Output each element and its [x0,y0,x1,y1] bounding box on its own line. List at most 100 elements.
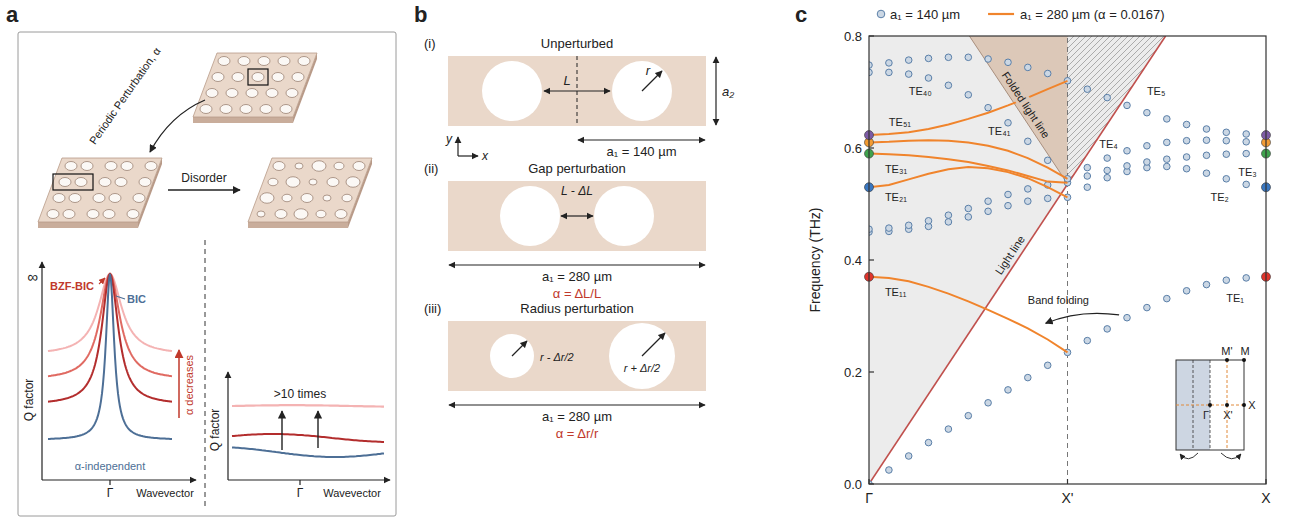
line-label-group: Folded light line [998,67,1054,142]
hole [316,210,326,218]
band-point [925,439,932,446]
hole [99,178,111,187]
band-point [1124,314,1131,321]
hole [81,162,93,171]
band-point [905,71,912,78]
panel-letter: a [6,2,19,27]
hole [286,177,300,188]
band-point [1203,152,1210,159]
hole [309,179,317,185]
band-point [1243,275,1250,282]
panel-frame [18,32,396,516]
arrow [168,189,240,190]
band-point [1144,109,1151,116]
hole [275,210,287,219]
axis-icon [458,155,478,156]
band-point [905,57,912,64]
legend-symbol [988,13,1014,15]
legend-symbol [877,10,885,18]
band-point [985,400,992,407]
band-point [1183,121,1190,128]
line-label: Light line [993,233,1027,276]
band-point [1025,64,1032,71]
annotation: TE₄₀ [909,85,932,97]
band-point [965,205,972,212]
band-point [1223,277,1230,284]
dimension-arrow [715,57,716,125]
band-point [1005,191,1012,198]
band-point [945,54,952,61]
hole [312,161,326,172]
band-point [1084,173,1091,180]
inset-arrow [1221,453,1241,459]
hole [105,162,117,171]
dimension-arrow [449,264,705,265]
hole [240,105,252,114]
band-label: TE₂₁ [885,191,907,203]
band-point [1164,139,1171,146]
y-tick [869,371,874,372]
band-point [1044,195,1051,202]
x-tick-label: Γ [865,490,873,506]
hole [278,57,290,66]
inset-point [1242,403,1246,407]
hole [218,57,230,66]
band-point [1223,137,1230,144]
hole [206,89,218,98]
label-patch [991,231,1029,279]
legend-label: a₁ = 140 µm [890,7,960,22]
label: r + Δr/2 [624,362,660,374]
slab-top [193,53,317,117]
band-point [925,55,932,62]
y-tick [869,35,874,36]
band-point [945,212,952,219]
band-point [1104,94,1111,101]
plot-frame [869,36,1266,484]
hole [145,162,157,171]
band-point [985,198,992,205]
band-point [1183,165,1190,172]
tick [109,480,110,485]
slab [248,158,372,228]
hole [133,194,145,203]
band-label: TE₃₁ [885,163,908,175]
label: (i) [424,36,436,51]
band-point [1005,59,1012,66]
hole [220,105,232,114]
slab-side [248,222,348,228]
hole [301,194,313,203]
label: α-independent [75,460,146,472]
panel-letter: c [795,2,807,27]
tick [299,480,300,485]
hole [323,195,331,201]
band-point [1025,138,1032,145]
band-label: TE₁ [1226,292,1244,304]
unit-cell-box [248,69,268,85]
band-point [1084,164,1091,171]
annotation: Band folding [1028,294,1089,306]
slab-side [38,222,138,228]
band-point [886,225,893,232]
slab-side [193,117,293,123]
y-tick-label: 0.8 [844,29,862,44]
arrow [178,350,180,418]
label: >10 times [274,387,326,401]
hole [295,163,303,169]
label: Periodic Perturbation, α [87,45,163,147]
label: Q factor [22,379,36,422]
dimension-arrow [544,90,610,91]
folding-arrow [1046,313,1119,323]
label: Q factor [208,409,222,452]
label: α = Δr/r [556,426,599,441]
label: Disorder [181,171,226,185]
panel-letter: b [414,2,427,27]
hole [342,194,352,202]
y-tick [869,483,874,484]
band-point [1164,156,1171,163]
label: Unperturbed [541,36,613,51]
band-point [945,219,952,226]
hole [353,162,365,171]
band-point [1084,86,1091,93]
axis-title: Frequency (THz) [807,207,823,312]
band-point [1203,137,1210,144]
